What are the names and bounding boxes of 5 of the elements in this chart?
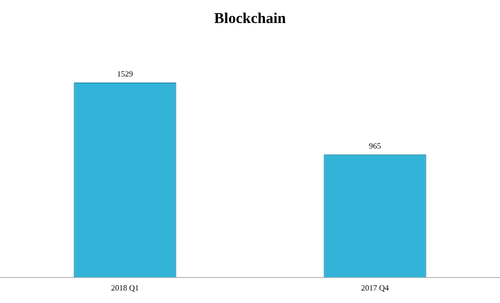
data-label: 1529	[117, 70, 133, 79]
x-tick-label: 2017 Q4	[361, 283, 389, 292]
chart-title: Blockchain	[214, 10, 286, 27]
x-tick-label: 2018 Q1	[111, 283, 139, 292]
data-label: 965	[369, 142, 381, 151]
